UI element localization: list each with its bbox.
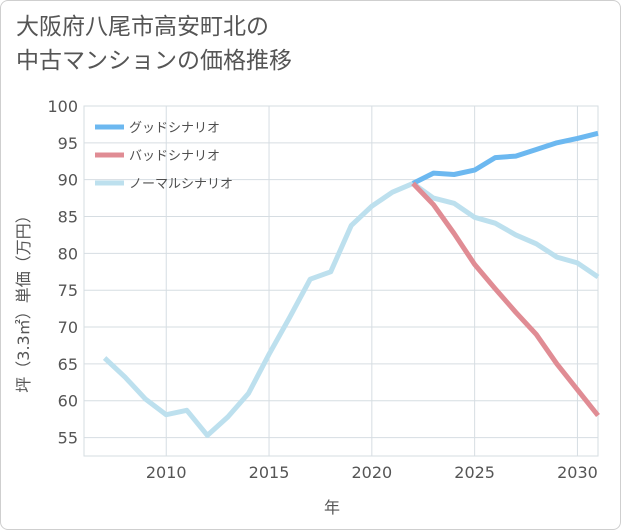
- y-tick-label: 100: [47, 97, 78, 116]
- x-tick-label: 2030: [557, 463, 598, 482]
- series-lines: [102, 130, 600, 438]
- series-line-0: [411, 130, 599, 186]
- plot-area-border: [83, 105, 599, 457]
- series-line-1: [411, 181, 600, 418]
- y-tick-label: 70: [58, 318, 78, 337]
- series-line-2: [102, 180, 600, 438]
- tick-labels: 55 60 65 70 75 80 85 90 95 100 2010 2015 2020 2025 203…: [47, 97, 597, 482]
- y-tick-label: 65: [58, 355, 78, 374]
- chart-title-line-2: 中古マンションの価格推移: [16, 48, 292, 74]
- y-tick-label: 75: [58, 281, 78, 300]
- x-axis-title: 年: [324, 498, 340, 517]
- y-tick-label: 60: [58, 392, 78, 411]
- x-tick-label: 2010: [146, 463, 187, 482]
- chart-title-line-1: 大阪府八尾市高安町北の: [16, 14, 269, 40]
- chart-title: 大阪府八尾市高安町北の 中古マンションの価格推移: [16, 10, 292, 78]
- legend-label: グッドシナリオ: [129, 121, 220, 136]
- legend-label: バッドシナリオ: [129, 149, 220, 164]
- x-tick-label: 2020: [351, 463, 392, 482]
- y-tick-label: 55: [58, 429, 78, 448]
- y-tick-label: 95: [58, 134, 78, 153]
- grid: [83, 105, 599, 457]
- x-tick-label: 2015: [249, 463, 290, 482]
- y-tick-label: 90: [58, 171, 78, 190]
- y-tick-label: 85: [58, 208, 78, 227]
- y-tick-label: 80: [58, 244, 78, 263]
- y-axis-title: 坪（3.3㎡）単価（万円）: [14, 207, 33, 392]
- legend-label: ノーマルシナリオ: [129, 177, 233, 192]
- x-tick-label: 2025: [454, 463, 495, 482]
